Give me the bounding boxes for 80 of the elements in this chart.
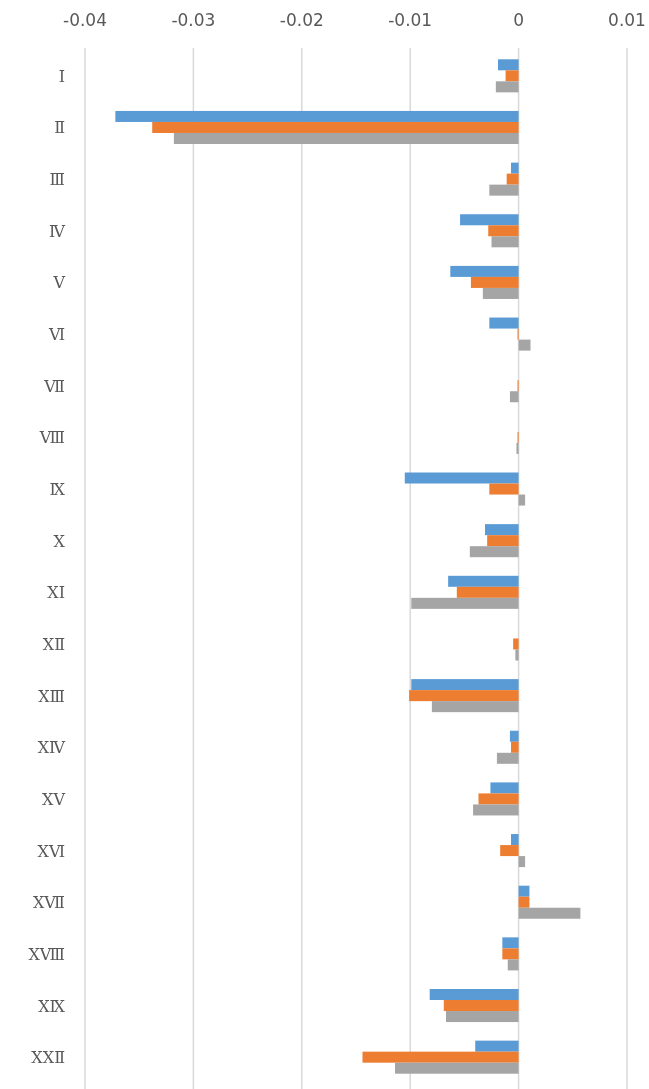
bar [362,1051,519,1063]
bar [502,937,519,949]
bar [506,173,519,185]
bar [490,782,519,794]
bar [411,597,519,609]
bar [495,81,519,93]
bar [518,339,531,351]
y-tick-label: Ⅹ [53,531,66,551]
bar [460,214,519,226]
bar [429,989,519,1001]
bar [511,162,519,174]
x-tick-label: -0.04 [63,10,107,30]
bar [500,845,519,857]
y-tick-label: Ⅷ [38,428,65,448]
x-tick-label: -0.02 [279,10,324,30]
bar [518,856,526,868]
bar [516,442,519,454]
bar [456,586,519,598]
bar [489,317,519,329]
y-tick-label: Ⅳ [49,221,67,241]
bar [173,132,519,144]
bar [469,546,519,558]
bar [518,896,530,908]
bar [487,535,519,547]
bar [404,472,519,484]
bar [488,225,519,237]
y-tick-label: ⅩⅦ [32,893,65,913]
y-tick-label: ⅩⅨ [38,996,66,1016]
y-tick-label: ⅩⅠ [47,583,65,603]
bar [518,885,530,897]
bar [505,70,519,82]
bar [502,948,519,960]
y-tick-label: Ⅰ [58,66,65,86]
y-tick-label: Ⅱ [54,118,65,138]
bar [489,483,519,495]
bar [515,649,519,661]
x-tick-label: -0.01 [388,10,433,30]
bar [496,752,519,764]
bar [507,959,519,971]
bar [511,741,519,753]
bar [473,804,519,816]
bar [511,834,519,846]
bar [431,701,519,713]
bar [475,1040,519,1052]
bar [482,287,519,299]
bar [411,679,519,691]
y-tick-label: Ⅴ [52,273,66,293]
x-tick-label: 0 [513,10,525,30]
bar [115,110,519,122]
bar [448,575,519,587]
y-tick-label: ⅩⅩⅡ [31,1048,65,1068]
bar [498,59,519,71]
bar [470,276,519,288]
bar [491,236,519,248]
bar [489,184,519,196]
bar [509,730,519,742]
bar [485,524,519,536]
y-tick-label: ⅩⅥ [37,841,65,861]
y-tick-label: Ⅵ [47,325,65,345]
y-tick-label: ⅩⅢ [38,686,65,706]
y-tick-label: ⅩⅧ [28,944,65,964]
y-tick-label: ⅩⅡ [42,634,65,654]
bar [518,907,581,919]
bar [513,638,519,650]
bar [443,1000,519,1012]
bar [395,1062,519,1074]
y-tick-label: ⅩⅣ [37,738,67,758]
x-tick-label: -0.03 [171,10,216,30]
bar [478,793,519,805]
bar [450,265,519,277]
y-tick-label: Ⅲ [49,170,65,190]
y-tick-label: ⅩⅤ [42,789,66,809]
bar [518,494,526,506]
y-tick-label: Ⅶ [43,376,65,396]
bar [445,1011,519,1023]
y-tick-label: Ⅸ [49,480,66,500]
x-tick-label: 0.01 [608,10,646,30]
bar [152,121,519,133]
bar [509,391,519,403]
bar [409,690,519,702]
